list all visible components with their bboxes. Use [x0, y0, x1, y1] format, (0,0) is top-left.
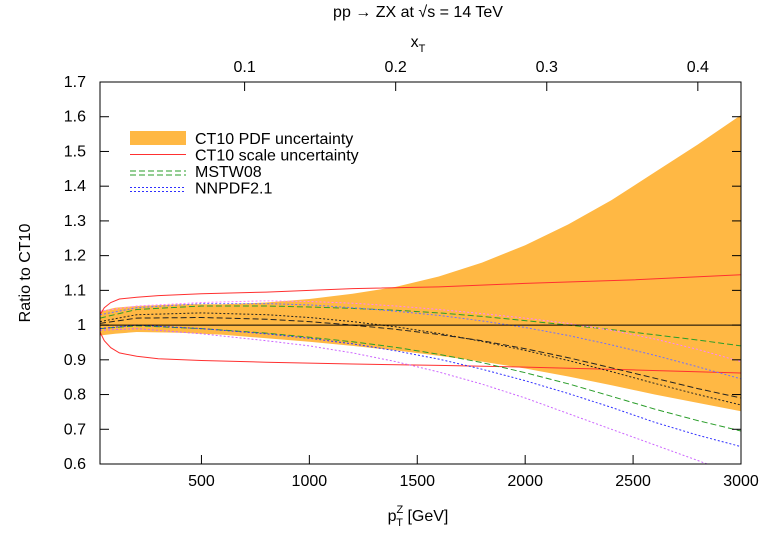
- series-line-nnpdf2-1-5: [100, 303, 741, 380]
- y-tick-label: 1.5: [64, 143, 86, 160]
- y-tick-label: 1.3: [64, 213, 86, 230]
- y-tick-label: 0.6: [64, 456, 86, 473]
- legend-swatch-band: [130, 131, 186, 145]
- x-tick-label: 3000: [723, 473, 759, 490]
- top-tick-label: 0.2: [385, 59, 407, 76]
- y-tick-label: 0.7: [64, 421, 86, 438]
- x-tick-label: 500: [188, 473, 215, 490]
- y-axis-label: Ratio to CT10: [17, 224, 34, 323]
- series-lines-layer: [100, 274, 741, 464]
- y-tick-label: 1.6: [64, 109, 86, 126]
- legend-label: CT10 scale uncertainty: [195, 148, 359, 165]
- y-tick-label: 1.4: [64, 178, 86, 195]
- top-axis-label: xT: [411, 34, 426, 55]
- series-line-nnpdf2-1-central-7: [100, 312, 741, 406]
- y-tick-label: 1: [77, 317, 86, 334]
- x-tick-label: 2500: [615, 473, 651, 490]
- series-line-nnpdf2-1-6: [100, 324, 741, 448]
- y-tick-label: 1.2: [64, 248, 86, 265]
- legend-label: MSTW08: [195, 164, 262, 181]
- series-line-ct10-scale-uncertainty-0: [100, 274, 741, 315]
- legend-label: NNPDF2.1: [195, 181, 272, 198]
- y-tick-label: 0.9: [64, 352, 86, 369]
- x-tick-label: 2000: [507, 473, 543, 490]
- pdf-uncertainty-band: [100, 115, 741, 412]
- pdf-uncertainty-band-layer: [100, 115, 741, 412]
- series-line-ct10-scale-uncertainty-1: [100, 331, 741, 374]
- y-tick-label: 1.7: [64, 74, 86, 91]
- series-line-mstw08-central-4: [100, 316, 741, 399]
- x-tick-label: 1000: [292, 473, 328, 490]
- x-axis-label: pZ T [GeV]: [388, 504, 449, 529]
- plot-frame: [99, 81, 742, 465]
- y-tick-label: 0.8: [64, 387, 86, 404]
- y-tick-label: 1.1: [64, 282, 86, 299]
- top-tick-label: 0.3: [536, 59, 558, 76]
- top-tick-label: 0.1: [233, 59, 255, 76]
- x-tick-label: 1500: [399, 473, 435, 490]
- top-tick-label: 0.4: [687, 59, 709, 76]
- axis-ticks-layer: 0.6 0.7 0.8 0.9 1 1.1 1.2 1.3 1.4 1.5 1.6 1.7 500 100…: [64, 59, 759, 490]
- legend-label: CT10 PDF uncertainty: [195, 131, 353, 148]
- chart-title: pp → ZX at √s = 14 TeV: [333, 4, 503, 21]
- series-line-mstw08-2: [100, 305, 741, 347]
